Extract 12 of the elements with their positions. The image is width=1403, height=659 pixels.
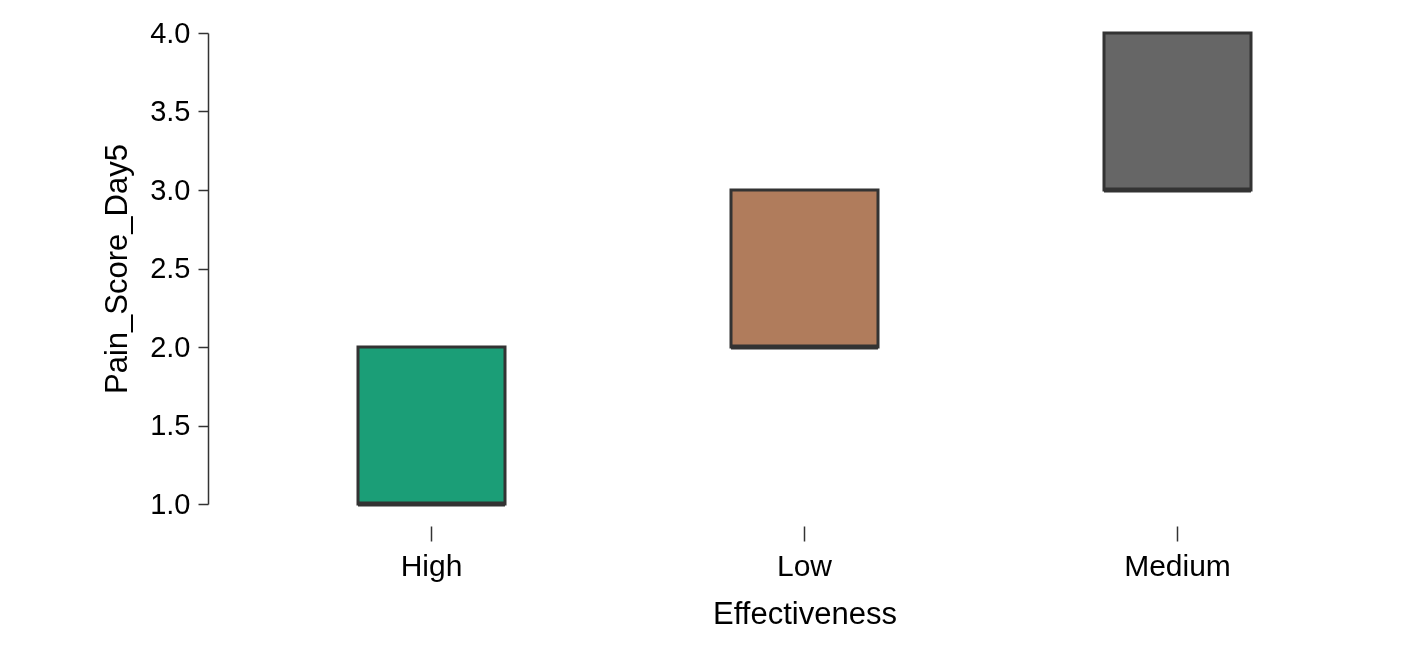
y-tick-label: 2.5 [150,252,191,284]
y-tick-label: 1.5 [150,409,191,441]
y-tick-label: 3.5 [150,95,191,127]
y-axis-title: Pain_Score_Day5 [99,144,135,394]
x-tick-label: Low [776,548,833,582]
y-tick-label: 4.0 [150,16,191,49]
x-tick-label: High [400,548,463,582]
y-tick-label: 1.0 [150,487,191,520]
y-tick-label: 2.0 [150,330,191,363]
y-tick-label: 3.0 [150,173,191,206]
x-axis-title: Effectiveness [713,595,897,631]
x-tick-label: Medium [1124,548,1231,582]
